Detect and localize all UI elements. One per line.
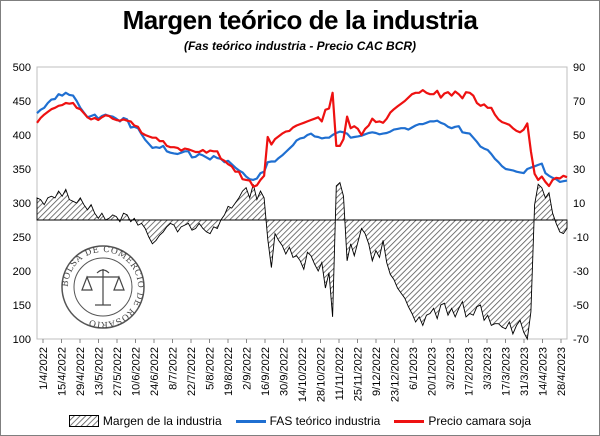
x-tick-label: 31/3/2023: [519, 347, 531, 396]
series-margen-area: [36, 181, 568, 341]
x-tick-label: 3/2/2023: [445, 347, 457, 390]
y-right-tick-label: -10: [573, 232, 589, 244]
x-tick-label: 16/9/2022: [260, 347, 272, 396]
legend-label-soja: Precio camara soja: [428, 414, 532, 428]
chart-subtitle: (Fas teórico industria - Precio CAC BCR): [183, 39, 417, 53]
legend-swatch-soja: [394, 419, 425, 423]
legend-label-margen: Margen de la industria: [102, 414, 222, 428]
x-tick-label: 20/1/2023: [427, 347, 439, 396]
chart-title: Margen teórico de la industria: [122, 5, 478, 35]
x-tick-label: 17/2/2023: [464, 347, 476, 396]
y-right-tick-label: 30: [573, 164, 585, 176]
x-tick-label: 5/8/2022: [205, 347, 217, 390]
y-left-tick-label: 450: [13, 96, 31, 108]
y-right-tick-label: -70: [573, 334, 589, 346]
x-tick-label: 28/4/2023: [556, 347, 568, 396]
y-right-tick-label: -50: [573, 300, 589, 312]
y-left-tick-label: 500: [13, 62, 31, 74]
y-left-tick-label: 300: [13, 198, 31, 210]
legend-item-fas: FAS teórico industria: [235, 414, 381, 428]
x-tick-label: 1/4/2022: [38, 347, 50, 390]
x-tick-label: 15/4/2022: [57, 347, 69, 396]
x-tick-label: 9/12/2022: [371, 347, 383, 396]
series-soja-line: [36, 88, 568, 188]
bcr-logo: BOLSA DE COMERCIO DE ROSARIO: [61, 245, 145, 329]
y-right-tick-label: 90: [573, 62, 585, 74]
y-right-tick-label: 10: [573, 198, 585, 210]
y-left-tick-label: 100: [13, 334, 31, 346]
legend-item-soja: Precio camara soja: [394, 414, 531, 428]
x-tick-label: 29/4/2022: [75, 347, 87, 396]
y-right-tick-label: -30: [573, 266, 589, 278]
x-tick-label: 10/6/2022: [131, 347, 143, 396]
x-tick-label: 14/10/2022: [297, 347, 309, 402]
y-left-tick-label: 250: [13, 232, 31, 244]
y-left-tick-label: 350: [13, 164, 31, 176]
x-tick-label: 14/4/2023: [538, 347, 550, 396]
y-left-tick-label: 200: [13, 266, 31, 278]
legend-swatch-margen: [68, 415, 99, 427]
x-tick-label: 17/3/2023: [501, 347, 513, 396]
x-tick-label: 24/6/2022: [149, 347, 161, 396]
y-left-tick-label: 400: [13, 130, 31, 142]
x-tick-label: 22/7/2022: [186, 347, 198, 396]
x-tick-label: 2/9/2022: [242, 347, 254, 390]
chart-legend: Margen de la industria FAS teórico indus…: [1, 410, 599, 432]
y-left-tick-label: 150: [13, 300, 31, 312]
x-tick-label: 19/8/2022: [223, 347, 235, 396]
y-right-tick-label: 50: [573, 130, 585, 142]
x-tick-label: 3/3/2023: [482, 347, 494, 390]
x-tick-label: 6/1/2023: [408, 347, 420, 390]
x-tick-label: 8/7/2022: [168, 347, 180, 390]
x-tick-label: 13/5/2022: [94, 347, 106, 396]
x-tick-label: 30/9/2022: [279, 347, 291, 396]
x-tick-label: 27/5/2022: [112, 347, 124, 396]
x-tick-label: 28/10/2022: [316, 347, 328, 402]
x-tick-label: 25/11/2022: [353, 347, 365, 401]
x-tick-label: 11/11/2022: [334, 347, 346, 400]
x-tick-label: 23/12/2022: [390, 347, 402, 402]
series-fas-line: [36, 91, 568, 183]
legend-item-margen: Margen de la industria: [68, 414, 222, 428]
legend-swatch-fas: [235, 419, 266, 423]
legend-label-fas: FAS teórico industria: [269, 414, 381, 428]
y-right-tick-label: 70: [573, 96, 585, 108]
